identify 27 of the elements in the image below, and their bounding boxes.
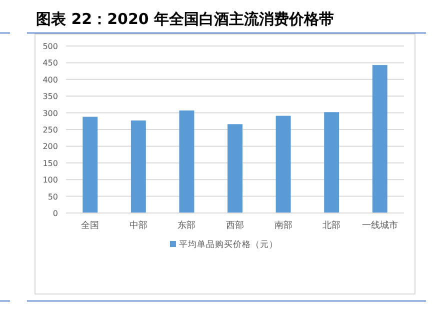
y-tick-label: 500 [42,42,58,51]
x-tick-label: 北部 [322,220,341,231]
x-tick-label: 东部 [178,220,196,231]
y-tick-label: 250 [42,126,58,134]
y-tick-label: 150 [42,158,58,168]
y-tick-label: 300 [42,108,58,118]
chart-title: 图表 22：2020 年全国白酒主流消费价格带 [36,10,334,28]
x-tick-label: 一线城市 [362,220,398,231]
bar [130,120,146,213]
x-tick-label: 西部 [226,220,244,231]
x-tick-label: 全国 [81,220,100,231]
bar [82,116,98,213]
y-tick-label: 200 [42,142,58,152]
legend-label: 平均单品购买价格（元） [179,239,278,250]
bar [276,116,291,213]
y-tick-label: 50 [48,192,58,202]
x-tick-label: 中部 [129,220,148,231]
y-tick-label: 100 [42,176,58,185]
bar [179,110,194,213]
y-tick-label: 450 [42,58,58,68]
y-tick-label: 350 [42,92,58,102]
bar [324,112,340,213]
x-tick-label: 南部 [274,220,292,231]
bar [228,124,242,213]
y-tick-label: 400 [42,75,58,84]
bar [372,65,388,213]
y-tick-label: 0 [52,209,58,218]
